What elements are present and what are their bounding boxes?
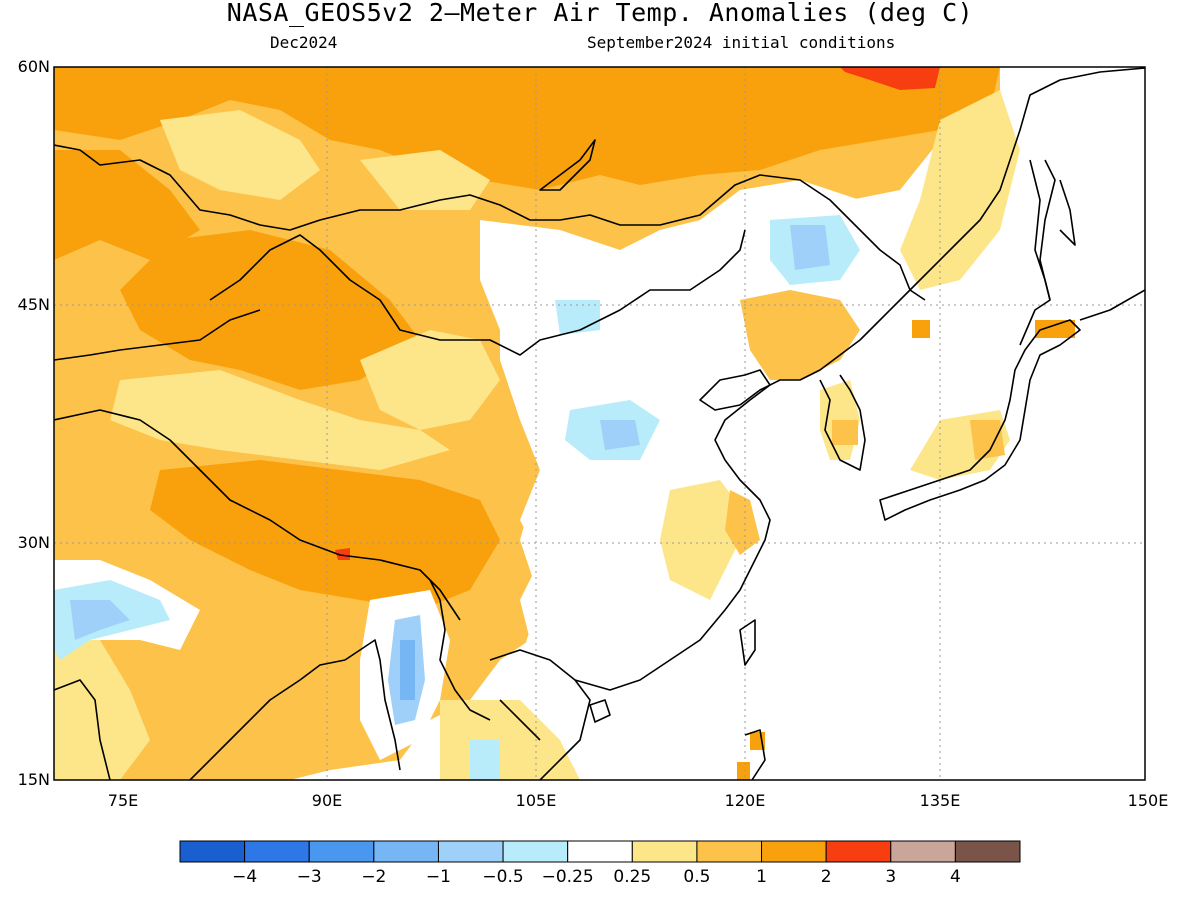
colorbar-label: −4	[232, 867, 257, 887]
hot-spot-siberia	[840, 67, 940, 90]
colorbar-swatch	[631, 840, 698, 863]
colorbar-swatch	[954, 840, 1021, 863]
colorbar-swatch	[244, 840, 310, 863]
lat-label-45N: 45N	[18, 295, 50, 314]
map-title: NASA_GEOS5v2 2–Meter Air Temp. Anomalies…	[226, 0, 974, 27]
colorbar-swatch	[761, 840, 827, 863]
colorbar-labels: −4 −3 −2 −1 −0.5 −0.25 0.25 0.5 1 2 3 4	[232, 867, 961, 887]
lat-label-15N: 15N	[18, 770, 50, 789]
lon-label-150E: 150E	[1128, 791, 1169, 810]
colorbar-label: −1	[426, 867, 451, 887]
lon-label-90E: 90E	[312, 791, 342, 810]
plot-frame	[53, 66, 1146, 781]
colorbar-swatch	[567, 840, 633, 863]
colorbar-swatch	[890, 840, 956, 863]
colorbar-swatch	[308, 840, 375, 863]
colorbar-label: −0.5	[482, 867, 523, 887]
longitude-labels: 75E 90E 105E 120E 135E 150E	[108, 791, 1169, 810]
colorbar-label: −3	[297, 867, 322, 887]
colorbar-swatch	[437, 840, 504, 863]
colorbar-swatch	[179, 840, 246, 863]
lon-label-105E: 105E	[516, 791, 557, 810]
lat-label-60N: 60N	[18, 57, 50, 76]
colorbar-swatch	[502, 840, 569, 863]
siberia-anomaly	[54, 67, 1000, 190]
lon-label-120E: 120E	[725, 791, 766, 810]
lon-label-135E: 135E	[920, 791, 961, 810]
coastlines-borders	[54, 67, 1145, 780]
colorbar	[179, 840, 1021, 863]
colorbar-swatch	[696, 840, 763, 863]
colorbar-label: −0.25	[542, 867, 594, 887]
colorbar-label: 3	[885, 867, 896, 887]
colorbar-swatch	[825, 840, 892, 863]
colorbar-swatch	[373, 840, 439, 863]
tibet-anomaly	[150, 460, 500, 610]
colorbar-label: 0.5	[683, 867, 710, 887]
initial-conditions: September2024 initial conditions	[587, 33, 896, 52]
colorbar-label: 1	[756, 867, 767, 887]
colorbar-label: 4	[950, 867, 961, 887]
colorbar-label: −2	[361, 867, 386, 887]
latitude-labels: 60N 45N 30N 15N	[18, 57, 50, 789]
lon-label-75E: 75E	[108, 791, 138, 810]
forecast-month: Dec2024	[270, 33, 338, 52]
lat-label-30N: 30N	[18, 533, 50, 552]
anomaly-field	[54, 67, 1145, 780]
colorbar-label: 0.25	[613, 867, 651, 887]
colorbar-label: 2	[821, 867, 832, 887]
